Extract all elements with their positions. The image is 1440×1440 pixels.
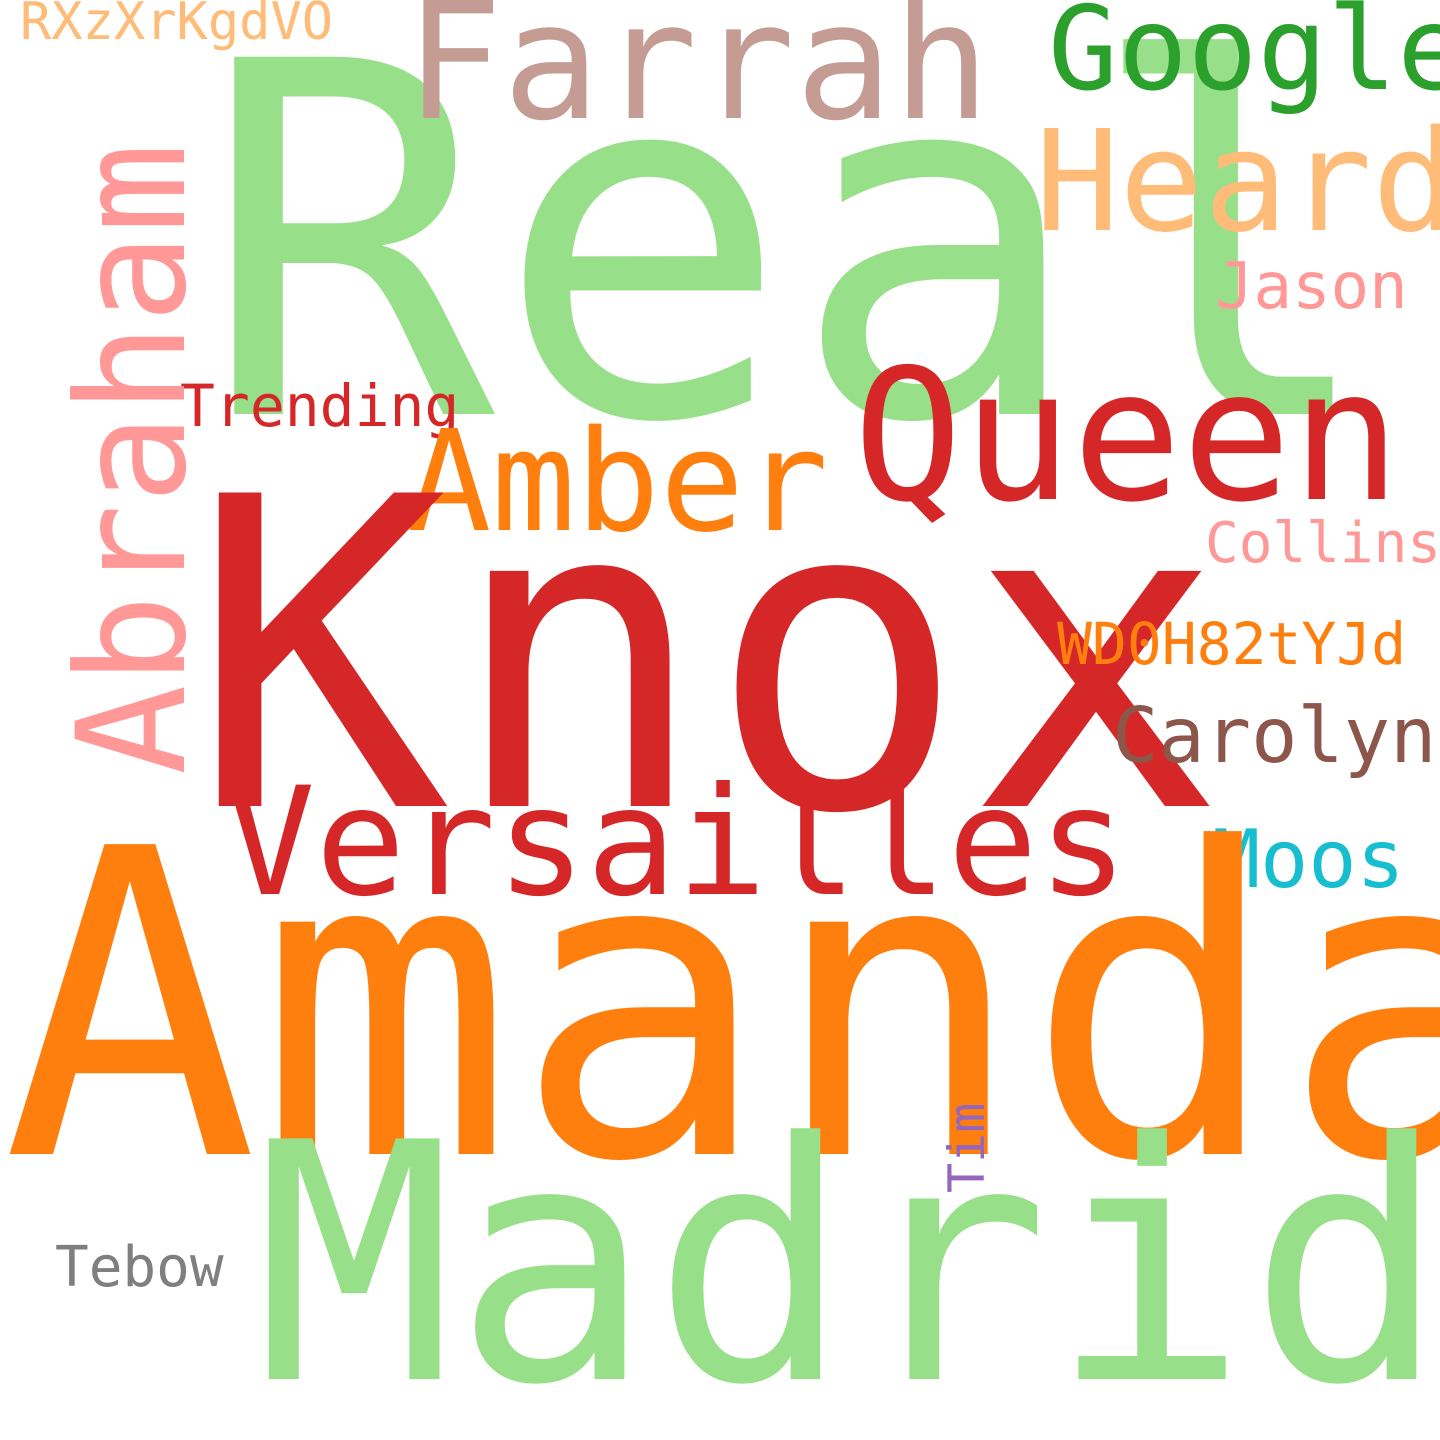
word-madrid: Madrid <box>255 1073 1440 1440</box>
word-versailles: Versailles <box>225 756 1129 930</box>
word-collins: Collins <box>1205 511 1440 576</box>
word-jason: Jason <box>1215 250 1408 324</box>
word-rxzxrkgdvo: RXzXrKgdVO <box>20 0 334 52</box>
word-moos: Moos <box>1212 813 1405 906</box>
word-trending: Trending <box>180 372 460 440</box>
word-real: Real <box>200 0 1381 530</box>
word-heard: Heard <box>1035 101 1440 264</box>
word-amanda: Amanda <box>2 761 1440 1255</box>
word-wd0h82tyjd: WD0H82tYJd <box>1057 610 1407 678</box>
word-queen: Queen <box>853 330 1401 542</box>
word-google: Google <box>1048 0 1440 117</box>
word-amber: Amber <box>407 401 829 564</box>
word-knox: Knox <box>190 408 1226 908</box>
word-farrah: Farrah <box>405 0 991 157</box>
word-carolyn: Carolyn <box>1112 692 1437 781</box>
word-abraham: Abraham <box>46 142 220 775</box>
word-tebow: Tebow <box>55 1235 224 1300</box>
